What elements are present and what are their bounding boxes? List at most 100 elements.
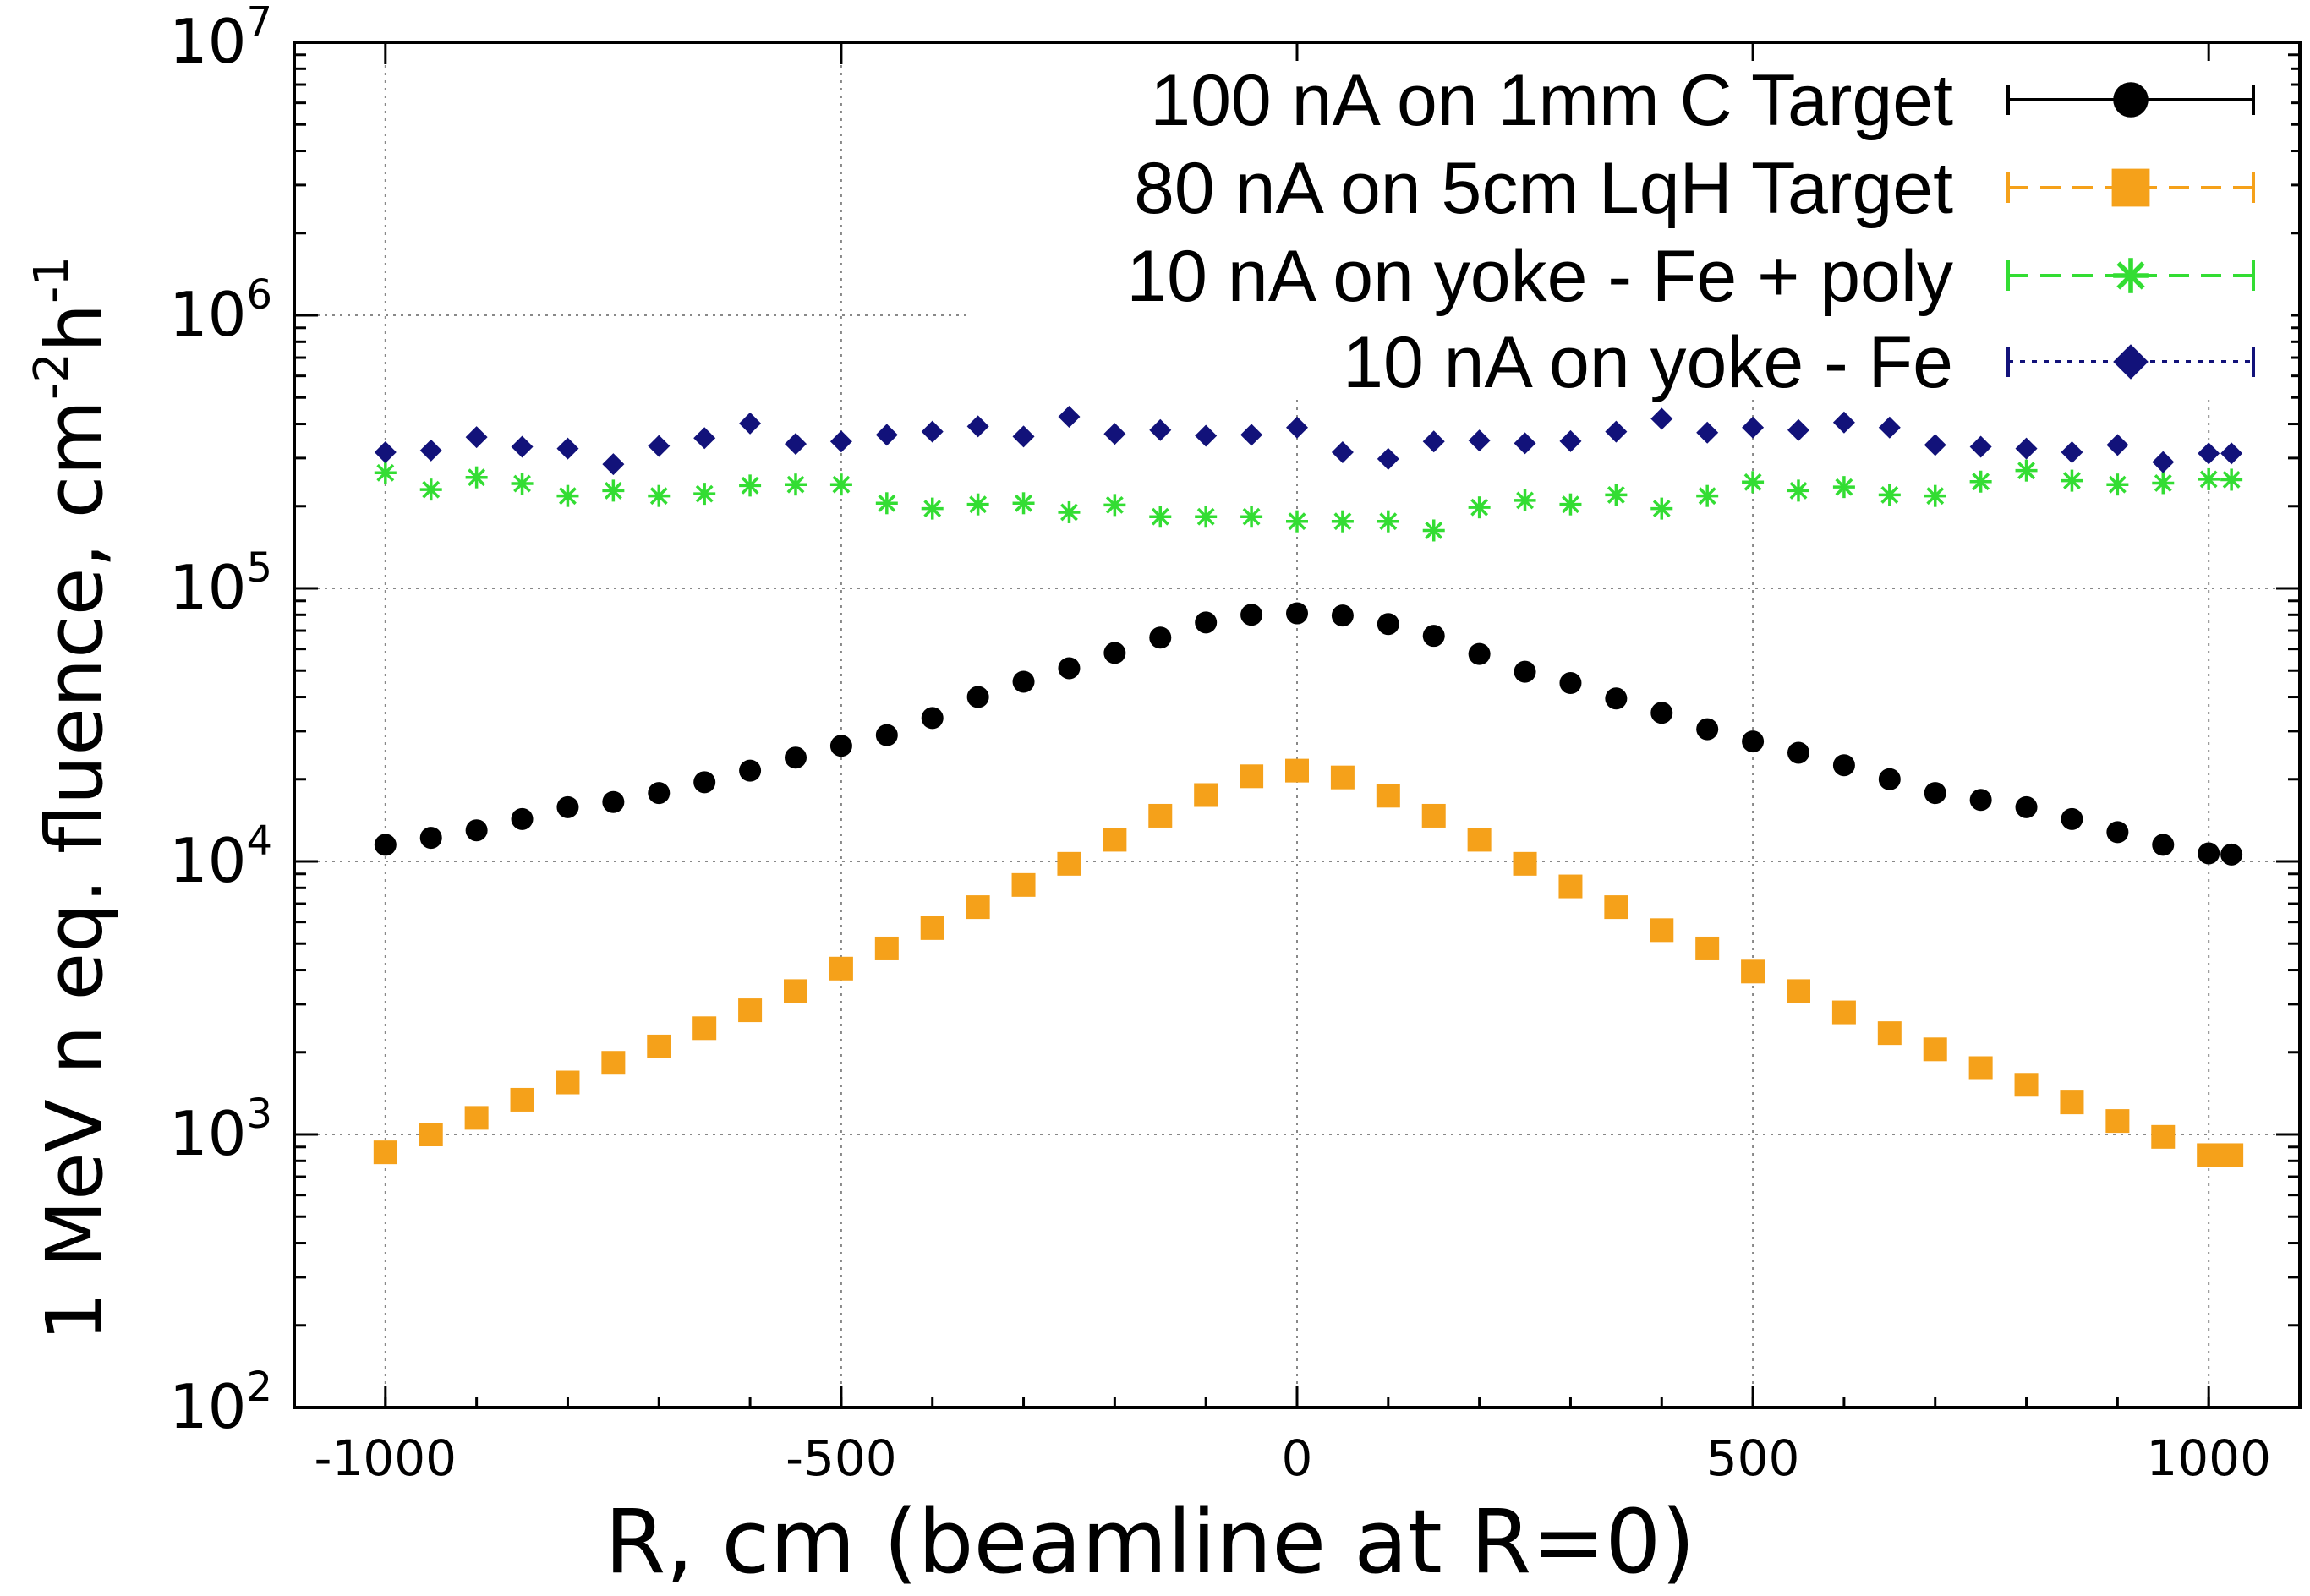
data-point: [1012, 670, 1035, 693]
data-point: [1787, 741, 1809, 764]
data-point: [829, 473, 852, 496]
series-2: [374, 459, 2243, 542]
data-point: [2152, 451, 2175, 473]
data-point: [2061, 441, 2083, 464]
data-point: [2015, 459, 2038, 482]
data-point: [602, 453, 625, 476]
data-point: [1559, 493, 1582, 516]
data-point: [1514, 660, 1536, 683]
data-point: [2220, 1143, 2244, 1167]
data-point: [1650, 918, 1674, 943]
data-point: [739, 759, 762, 782]
data-point: [556, 484, 579, 507]
data-point: [2105, 1109, 2130, 1134]
axes: -1000 -500 0 500 1000 102 103 104 105 106 107: [169, 0, 2302, 1487]
data-point: [874, 936, 899, 960]
data-point: [1286, 510, 1308, 533]
data-point: [920, 916, 944, 940]
data-point: [1923, 1037, 1947, 1062]
data-point: [1969, 470, 1992, 493]
data-point: [2061, 469, 2083, 492]
data-point: [2106, 473, 2129, 496]
data-point: [1742, 471, 1765, 494]
data-point: [373, 1140, 397, 1165]
series-layer: [373, 406, 2244, 1167]
data-point: [465, 819, 488, 842]
data-point: [2106, 821, 2129, 844]
data-point: [1878, 768, 1901, 790]
series-3: [374, 406, 2243, 476]
data-point: [785, 473, 807, 496]
data-point: [1742, 730, 1765, 753]
legend-marker: [2113, 82, 2149, 118]
data-point: [1422, 430, 1445, 453]
data-point: [829, 735, 852, 757]
data-point: [1696, 718, 1719, 741]
data-point: [602, 790, 625, 813]
data-point: [464, 1106, 489, 1130]
series-0: [374, 602, 2243, 866]
data-point: [1696, 484, 1719, 507]
data-point: [1969, 435, 1992, 458]
data-point: [1286, 416, 1308, 439]
legend-label: 80 nA on 5cm LqH Target: [1134, 148, 1953, 229]
data-point: [1514, 489, 1536, 511]
data-point: [1924, 782, 1946, 805]
data-point: [1331, 604, 1354, 627]
legend-label: 100 nA on 1mm C Target: [1150, 60, 1953, 141]
data-point: [556, 1070, 580, 1095]
data-point: [1878, 416, 1901, 439]
data-point: [875, 424, 898, 446]
data-point: [2152, 834, 2175, 856]
data-point: [1285, 758, 1309, 783]
data-point: [1148, 803, 1173, 828]
data-point: [1011, 872, 1036, 897]
data-point: [1787, 479, 1809, 502]
data-point: [465, 426, 488, 449]
data-point: [1377, 613, 1399, 636]
data-point: [465, 466, 488, 489]
data-point: [419, 1123, 443, 1146]
data-point: [374, 441, 397, 464]
data-point: [1559, 672, 1582, 695]
series-1: [373, 758, 2244, 1167]
data-point: [921, 420, 944, 443]
data-point: [1103, 423, 1126, 445]
data-point: [1422, 519, 1445, 542]
legend-label: 10 nA on yoke - Fe + poly: [1126, 236, 1953, 317]
data-point: [1103, 642, 1126, 664]
data-point: [693, 427, 716, 450]
data-point: [966, 415, 989, 438]
data-point: [1149, 626, 1172, 649]
data-point: [2152, 472, 2175, 495]
data-point: [1103, 828, 1127, 852]
data-point: [2060, 1090, 2084, 1115]
data-point: [1968, 1056, 1993, 1080]
data-point: [1924, 434, 1946, 456]
y-tick-label: 105: [169, 544, 272, 623]
data-point: [511, 807, 534, 830]
data-point: [511, 473, 534, 495]
data-point: [602, 479, 625, 502]
data-point: [648, 435, 671, 457]
data-point: [875, 724, 898, 746]
data-point: [1695, 936, 1720, 960]
data-point: [1240, 604, 1263, 626]
x-axis-label: R, cm (beamline at R=0): [605, 1490, 1695, 1593]
data-point: [921, 707, 944, 730]
data-point: [1377, 510, 1399, 533]
data-point: [875, 492, 898, 515]
data-point: [1057, 851, 1081, 876]
data-point: [1878, 484, 1901, 506]
data-point: [784, 979, 807, 1003]
data-point: [2061, 807, 2083, 830]
data-point: [1558, 874, 1583, 899]
data-point: [2014, 1073, 2039, 1097]
y-tick-label: 106: [169, 271, 272, 350]
data-point: [2015, 437, 2038, 460]
data-point: [1377, 447, 1399, 470]
data-point: [1149, 506, 1172, 528]
data-point: [647, 1034, 671, 1058]
data-point: [1195, 611, 1218, 634]
data-point: [1149, 418, 1172, 441]
